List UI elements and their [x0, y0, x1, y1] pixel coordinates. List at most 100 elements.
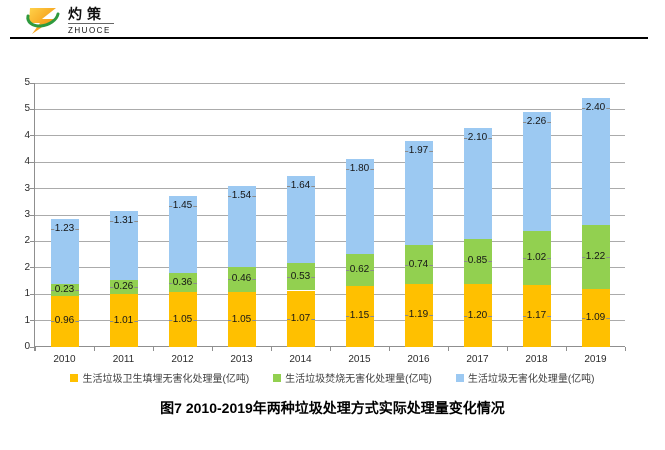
bar-value-label: 0.85 [466, 254, 489, 267]
gridline [35, 267, 625, 269]
zhuoce-logo: 灼策 ZHUOCE [24, 2, 120, 42]
bar-value-label: 2.40 [584, 102, 607, 115]
legend-label: 生活垃圾卫生填埋无害化处理量(亿吨) [82, 374, 250, 385]
bar-segment-series1: 1.20 [463, 283, 492, 347]
bar-value-label: 1.31 [112, 214, 135, 227]
bar-value-label: 0.36 [171, 276, 194, 289]
y-axis-label: 5 [24, 77, 30, 88]
bar-value-label: 2.26 [525, 116, 548, 129]
bar-value-label: 0.46 [230, 273, 253, 286]
legend-label: 生活垃圾无害化处理量(亿吨) [467, 374, 595, 385]
bar-segment-series2: 1.02 [522, 231, 551, 286]
gridline [35, 188, 625, 190]
bar-value-label: 0.23 [53, 284, 76, 297]
bar-segment-series3: 2.10 [463, 127, 492, 239]
y-axis-label: 4 [24, 156, 30, 168]
bar-segment-series2: 0.53 [286, 262, 315, 291]
bar-value-label: 1.01 [112, 314, 135, 327]
x-axis-label: 2012 [171, 354, 194, 365]
bar-value-label: 2.10 [466, 131, 489, 144]
bar-value-label: 1.19 [407, 309, 430, 322]
bar-segment-series2: 0.85 [463, 238, 492, 284]
x-axis-label: 2019 [584, 354, 607, 365]
x-axis-label: 2014 [289, 354, 312, 365]
chart-caption: 图7 2010-2019年两种垃圾处理方式实际处理量变化情况 [160, 400, 505, 416]
bar-segment-series1: 1.17 [522, 285, 551, 347]
bar-value-label: 1.45 [171, 199, 194, 212]
bar-value-label: 1.97 [407, 145, 430, 158]
x-axis-label: 2017 [466, 354, 489, 365]
y-axis-tick [30, 188, 35, 190]
bar-value-label: 1.05 [171, 313, 194, 326]
bar-segment-series3: 2.40 [581, 98, 610, 226]
bar-segment-series3: 1.45 [168, 195, 197, 273]
y-axis-tick [30, 267, 35, 269]
bar-value-label: 1.23 [53, 223, 76, 236]
y-axis-label: 1 [24, 314, 30, 326]
x-axis-label: 2015 [348, 354, 371, 365]
x-axis-tick [566, 347, 567, 351]
y-axis-label: 0 [24, 341, 30, 352]
bar-segment-series1: 1.15 [345, 286, 374, 347]
gridline [35, 320, 625, 322]
bar-segment-series1: 1.19 [404, 284, 433, 347]
legend-swatch-icon [70, 373, 79, 382]
bar-value-label: 1.09 [584, 312, 607, 325]
y-axis-tick [30, 214, 35, 216]
bar-value-label: 1.64 [289, 179, 312, 192]
bar-value-label: 0.26 [112, 280, 135, 293]
gridline [35, 82, 625, 84]
bar-value-label: 1.22 [584, 251, 607, 264]
bar-segment-series3: 1.97 [404, 141, 433, 246]
x-axis-label: 2013 [230, 354, 253, 365]
x-axis-label: 2010 [53, 354, 76, 365]
bar-segment-series1: 1.05 [227, 291, 256, 347]
y-axis-tick [30, 293, 35, 295]
bar-segment-series2: 0.62 [345, 253, 374, 287]
gridline [35, 214, 625, 216]
y-axis-tick [30, 320, 35, 322]
bar-segment-series1: 1.05 [168, 291, 197, 347]
x-axis-tick [625, 347, 626, 351]
bar-segment-series2: 0.74 [404, 245, 433, 285]
bar-segment-series2: 0.36 [168, 272, 197, 292]
legend-swatch-icon [273, 373, 282, 382]
gridline [35, 240, 625, 242]
y-axis-tick [30, 346, 35, 348]
y-axis-label: 1 [24, 288, 30, 300]
y-axis-label: 3 [24, 182, 30, 194]
legend-swatch-icon [455, 373, 464, 382]
y-axis-tick [30, 108, 35, 110]
logo-title-en: ZHUOCE [68, 26, 111, 35]
bar-value-label: 1.02 [525, 252, 548, 265]
bar-segment-series3: 1.31 [109, 210, 138, 280]
x-axis-tick [389, 347, 390, 351]
logo-title-cn: 灼策 [68, 6, 106, 22]
logo-z-icon [26, 8, 60, 34]
y-axis-label: 4 [24, 129, 30, 141]
bar-segment-series2: 0.23 [50, 284, 79, 297]
bar-segment-series2: 0.46 [227, 267, 256, 292]
bar-value-label: 0.53 [289, 270, 312, 283]
legend-label: 生活垃圾焚烧无害化处理量(亿吨) [285, 374, 432, 385]
y-axis-label: 3 [24, 209, 30, 220]
plot-area: 0.96 0.23 1.23 1.01 0.26 1.31 1.05 0.36 1.45 1.05… [30, 82, 626, 351]
x-axis-label: 2016 [407, 354, 430, 365]
y-axis-label: 2 [24, 261, 30, 273]
x-axis-tick [507, 347, 508, 351]
gridline [35, 161, 625, 163]
legend-item: 生活垃圾无害化处理量(亿吨) [455, 370, 595, 385]
legend-item: 生活垃圾焚烧无害化处理量(亿吨) [273, 370, 432, 385]
x-axis-tick [330, 347, 331, 351]
bar-value-label: 0.62 [348, 263, 371, 276]
header-divider [10, 37, 648, 39]
bar-value-label: 1.20 [466, 309, 489, 322]
x-axis-tick [94, 347, 95, 351]
bar-segment-series1: 1.09 [581, 289, 610, 347]
bar-segment-series1: 1.07 [286, 290, 315, 347]
x-axis-tick [271, 347, 272, 351]
y-axis-tick [30, 240, 35, 242]
bar-value-label: 1.15 [348, 310, 371, 323]
bar-segment-series2: 0.26 [109, 279, 138, 294]
bar-value-label: 0.96 [53, 315, 76, 328]
